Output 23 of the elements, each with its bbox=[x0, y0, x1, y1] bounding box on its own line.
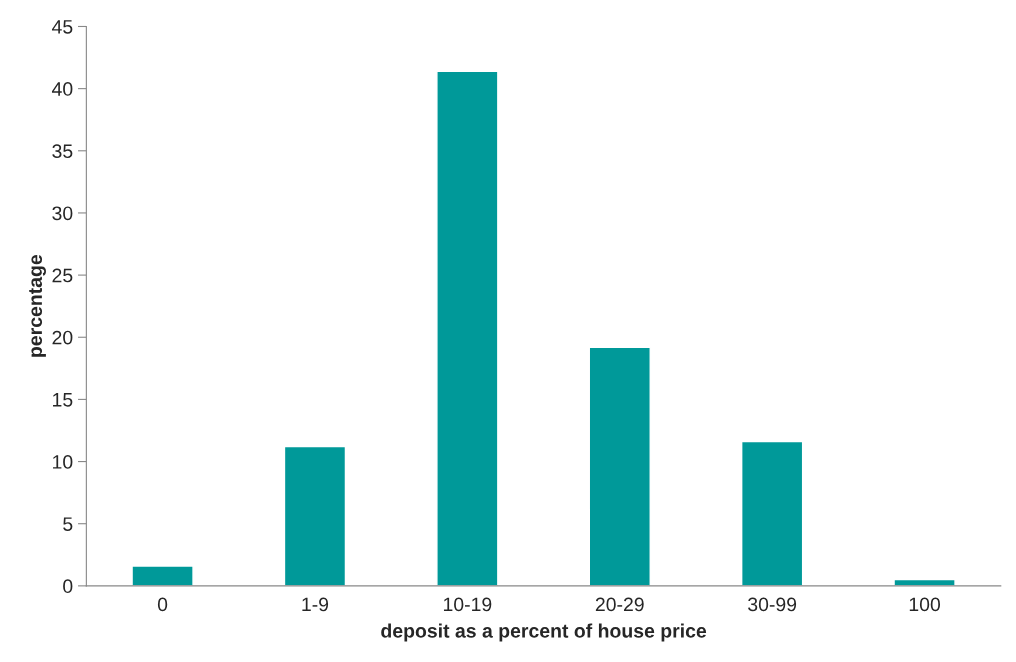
bar bbox=[588, 346, 651, 586]
y-tick-label: 25 bbox=[52, 268, 73, 283]
y-tick-label: 40 bbox=[51, 82, 73, 96]
y-tick-label: 10 bbox=[53, 455, 73, 469]
bar bbox=[436, 70, 499, 586]
bar bbox=[283, 445, 347, 586]
x-tick-label: 20-29 bbox=[595, 597, 644, 612]
x-tick-label: 100 bbox=[909, 597, 941, 612]
bar bbox=[740, 440, 804, 586]
x-tick-label: 0 bbox=[157, 597, 168, 612]
y-axis-title: percentage bbox=[29, 254, 46, 357]
y-tick-label: 0 bbox=[63, 579, 73, 594]
y-tick-label: 5 bbox=[63, 517, 73, 531]
y-tick-label: 30 bbox=[52, 206, 73, 221]
x-tick-label: 30-99 bbox=[748, 597, 797, 612]
y-tick-label: 35 bbox=[52, 144, 73, 159]
x-tick-label: 10-19 bbox=[443, 597, 492, 612]
x-axis-title: deposit as a percent of house price bbox=[381, 623, 707, 642]
y-tick-label: 45 bbox=[51, 20, 73, 34]
bar bbox=[131, 565, 194, 586]
y-tick-label: 20 bbox=[52, 330, 73, 345]
y-tick-label: 15 bbox=[53, 393, 73, 407]
x-tick-label: 1-9 bbox=[302, 597, 329, 612]
